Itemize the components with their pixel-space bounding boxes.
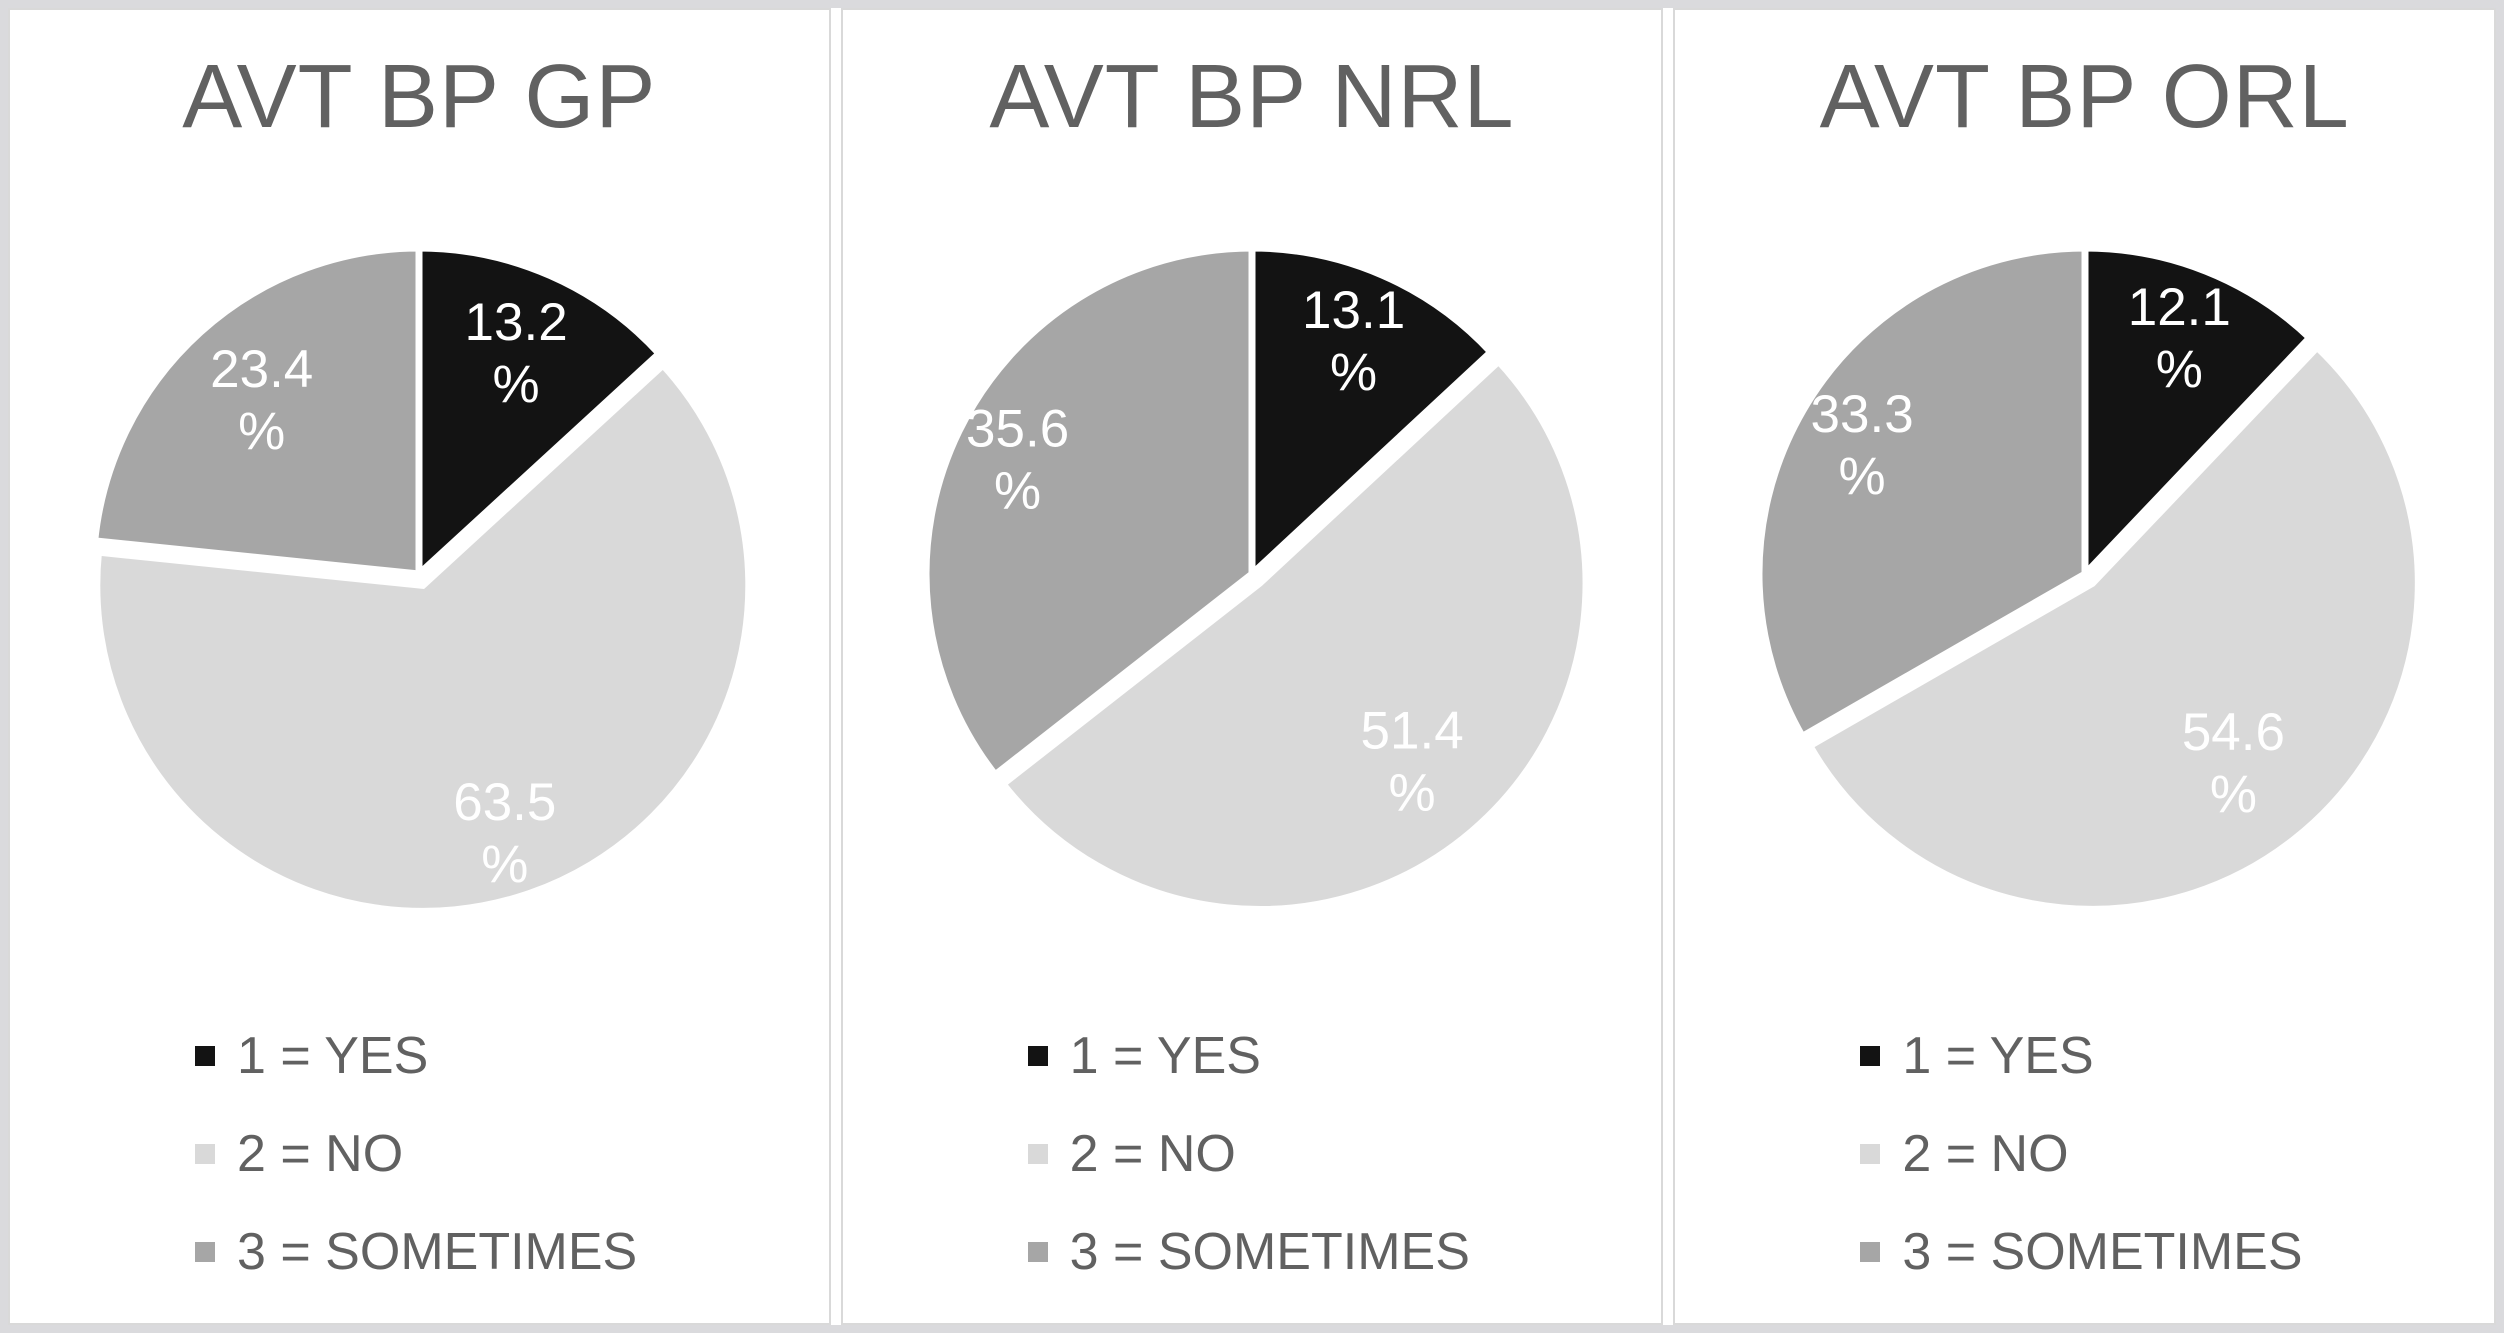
pie-chart: 12.1 %54.6 %33.3%	[1755, 244, 2422, 913]
legend-swatch-yes	[1027, 1046, 1048, 1066]
legend-label: 1 = YES	[237, 1027, 429, 1085]
pie-slice	[415, 244, 665, 582]
pie-slice	[1804, 342, 2422, 913]
pie-chart: 13.1 %51.4 %35.6%	[922, 244, 1590, 913]
legend-swatch-yes	[195, 1046, 215, 1066]
pie-slice	[1755, 244, 2089, 742]
pie-chart: 13.2 %63.5 %23.4%	[91, 244, 753, 914]
legend-label: 2 = NO	[1902, 1125, 2069, 1183]
chart-title: AVT BP NRL	[989, 47, 1515, 147]
legend-item-sometimes: 3 = SOMETIMES	[1860, 1223, 2303, 1281]
chart-panel-nrl: AVT BP NRL 13.1% 51.4% 35.6% 1 = YES 2 = N…	[840, 8, 1664, 1325]
chart-title: AVT BP ORL	[1819, 47, 2350, 147]
legend-label: 1 = YES	[1069, 1027, 1261, 1085]
pie-slice	[922, 244, 1256, 780]
legend: 1 = YES 2 = NO 3 = SOMETIMES	[195, 1030, 637, 1278]
legend: 1 = YES 2 = NO 3 = SOMETIMES	[1027, 1027, 1470, 1281]
legend-label: 2 = NO	[237, 1125, 404, 1183]
pie-slice	[1248, 244, 1496, 583]
legend-item-yes: 1 = YES	[195, 1030, 637, 1082]
legend-label: 3 = SOMETIMES	[237, 1223, 638, 1281]
legend: 1 = YES 2 = NO 3 = SOMETIMES	[1860, 1030, 2303, 1281]
legend-item-yes: 1 = YES	[1860, 1030, 2302, 1082]
legend-swatch-sometimes	[1027, 1242, 1048, 1262]
legend-swatch-sometimes	[195, 1242, 215, 1262]
pie-slice	[2081, 244, 2315, 583]
pie-slice	[998, 356, 1590, 913]
legend-item-sometimes: 3 = SOMETIMES	[1027, 1223, 1470, 1281]
pie-slice	[91, 244, 423, 578]
legend-swatch-no	[195, 1144, 215, 1164]
pie-slice	[93, 360, 753, 914]
chart-title: AVT BP GP	[182, 47, 657, 147]
legend-swatch-no	[1860, 1144, 1881, 1164]
legend-label: 3 = SOMETIMES	[1069, 1223, 1470, 1281]
legend-item-no: 2 = NO	[1860, 1128, 2302, 1180]
legend-item-sometimes: 3 = SOMETIMES	[195, 1226, 637, 1278]
legend-item-no: 2 = NO	[195, 1128, 637, 1180]
legend-item-no: 2 = NO	[1027, 1125, 1470, 1183]
legend-swatch-no	[1027, 1144, 1048, 1164]
legend-item-yes: 1 = YES	[1027, 1027, 1470, 1085]
legend-label: 2 = NO	[1069, 1125, 1236, 1183]
legend-swatch-sometimes	[1860, 1242, 1881, 1262]
legend-label: 3 = SOMETIMES	[1902, 1223, 2303, 1281]
legend-label: 1 = YES	[1902, 1027, 2094, 1085]
legend-swatch-yes	[1860, 1046, 1881, 1066]
chart-panel-orl: AVT BP ORL 12.1% 54.6% 33.3% 1 = YES 2 = N…	[1673, 8, 2497, 1325]
chart-panel-gp: AVT BP GP 13.2% 63.5% 23.4% 1 = YES 2 = NO…	[8, 8, 831, 1325]
